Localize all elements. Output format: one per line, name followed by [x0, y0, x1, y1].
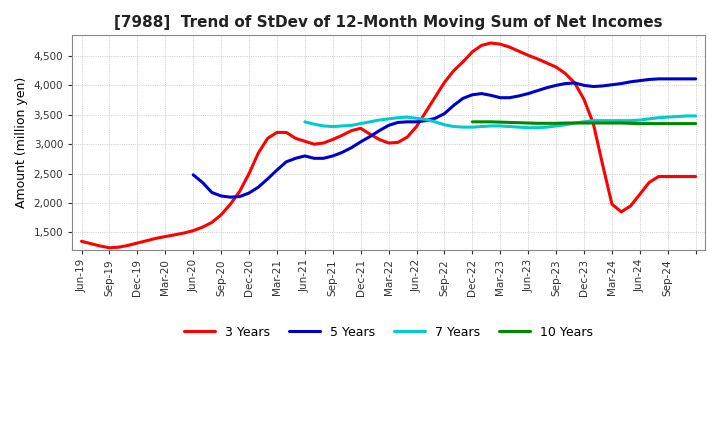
7 Years	[561, 122, 570, 128]
10 Years	[654, 121, 663, 126]
10 Years	[598, 121, 607, 126]
10 Years	[524, 121, 533, 126]
7 Years	[468, 125, 477, 130]
10 Years	[672, 121, 681, 126]
Title: [7988]  Trend of StDev of 12-Month Moving Sum of Net Incomes: [7988] Trend of StDev of 12-Month Moving…	[114, 15, 663, 30]
5 Years	[654, 76, 663, 81]
7 Years	[682, 114, 690, 119]
5 Years	[691, 76, 700, 81]
10 Years	[505, 120, 514, 125]
7 Years	[421, 117, 430, 122]
5 Years	[226, 194, 235, 200]
7 Years	[663, 114, 672, 120]
Line: 10 Years: 10 Years	[472, 122, 696, 124]
10 Years	[663, 121, 672, 126]
7 Years	[413, 116, 421, 121]
7 Years	[300, 119, 309, 125]
5 Years	[291, 156, 300, 161]
3 Years	[487, 40, 495, 46]
7 Years	[524, 125, 533, 130]
7 Years	[310, 121, 318, 127]
10 Years	[570, 121, 579, 126]
7 Years	[477, 124, 486, 129]
7 Years	[672, 114, 681, 119]
7 Years	[552, 123, 560, 128]
3 Years	[133, 240, 142, 246]
3 Years	[77, 238, 86, 244]
Line: 3 Years: 3 Years	[81, 43, 696, 248]
7 Years	[431, 119, 439, 125]
10 Years	[617, 121, 626, 126]
5 Years	[319, 156, 328, 161]
5 Years	[189, 172, 197, 177]
10 Years	[542, 121, 551, 126]
10 Years	[580, 121, 588, 126]
10 Years	[515, 120, 523, 125]
3 Years	[366, 132, 374, 137]
Line: 7 Years: 7 Years	[305, 116, 696, 128]
7 Years	[626, 118, 635, 123]
10 Years	[561, 121, 570, 126]
10 Years	[636, 121, 644, 126]
5 Years	[645, 77, 654, 82]
7 Years	[496, 123, 505, 128]
7 Years	[319, 123, 328, 128]
3 Years	[561, 71, 570, 76]
5 Years	[384, 123, 393, 128]
7 Years	[598, 118, 607, 123]
3 Years	[654, 174, 663, 179]
7 Years	[617, 118, 626, 123]
7 Years	[328, 124, 337, 129]
7 Years	[403, 114, 412, 120]
7 Years	[515, 125, 523, 130]
7 Years	[505, 124, 514, 129]
7 Years	[654, 115, 663, 121]
7 Years	[570, 121, 579, 126]
3 Years	[161, 234, 170, 239]
3 Years	[105, 245, 114, 250]
7 Years	[347, 123, 356, 128]
10 Years	[645, 121, 654, 126]
Y-axis label: Amount (million yen): Amount (million yen)	[15, 77, 28, 209]
10 Years	[468, 119, 477, 125]
7 Years	[487, 123, 495, 128]
3 Years	[338, 133, 346, 138]
5 Years	[682, 76, 690, 81]
7 Years	[534, 125, 542, 130]
7 Years	[608, 118, 616, 123]
Line: 5 Years: 5 Years	[193, 79, 696, 197]
10 Years	[691, 121, 700, 126]
7 Years	[580, 119, 588, 125]
7 Years	[394, 115, 402, 121]
7 Years	[338, 123, 346, 128]
7 Years	[459, 125, 467, 130]
7 Years	[356, 121, 365, 126]
7 Years	[542, 125, 551, 130]
7 Years	[589, 118, 598, 123]
10 Years	[477, 119, 486, 125]
10 Years	[682, 121, 690, 126]
10 Years	[487, 119, 495, 125]
5 Years	[254, 184, 263, 190]
10 Years	[496, 120, 505, 125]
7 Years	[645, 116, 654, 121]
10 Years	[589, 121, 598, 126]
10 Years	[608, 121, 616, 126]
10 Years	[534, 121, 542, 126]
10 Years	[552, 121, 560, 126]
7 Years	[384, 116, 393, 121]
10 Years	[626, 121, 635, 126]
7 Years	[691, 114, 700, 119]
3 Years	[691, 174, 700, 179]
7 Years	[636, 117, 644, 123]
7 Years	[449, 124, 458, 129]
Legend: 3 Years, 5 Years, 7 Years, 10 Years: 3 Years, 5 Years, 7 Years, 10 Years	[179, 321, 598, 344]
7 Years	[375, 117, 384, 123]
7 Years	[366, 119, 374, 125]
7 Years	[440, 122, 449, 128]
